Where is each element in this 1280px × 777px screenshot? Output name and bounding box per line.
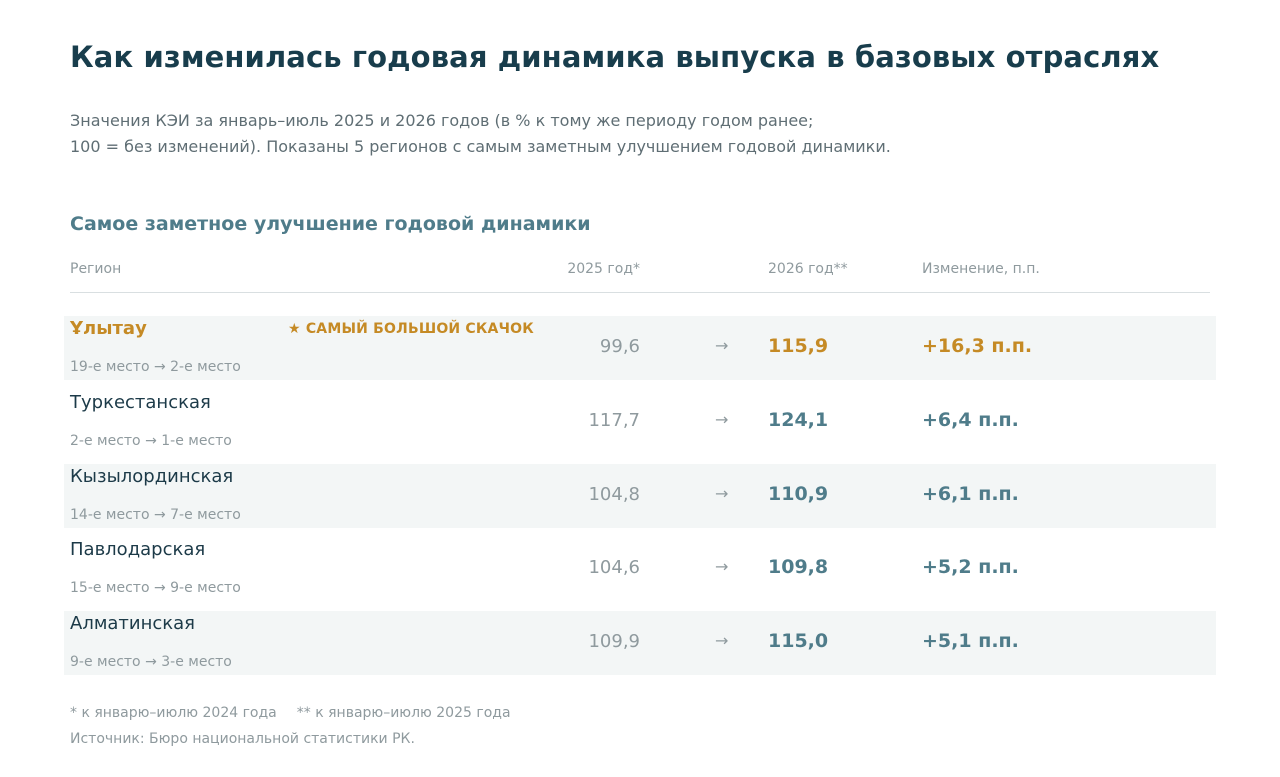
region-name: Ұлытау [70,318,147,339]
arrow-right-icon: → [715,557,729,577]
rank-change: 9-е место → 3-е место [70,654,232,671]
footnotes: * к январю–июлю 2024 года ** к январю–июл… [70,700,511,752]
value-2025: 109,9 [588,631,640,653]
value-change: +5,1 п.п. [922,630,1019,653]
value-2025: 104,6 [588,557,640,579]
value-change: +5,2 п.п. [922,556,1019,579]
arrow-right-icon: → [715,483,729,503]
header-divider [70,292,1210,293]
value-2026: 115,9 [768,335,829,357]
rank-change: 2-е место → 1-е место [70,432,232,449]
rank-change: 19-е место → 2-е место [70,359,241,375]
rank-change: 15-е место → 9-е место [70,580,241,597]
table-row: Ұлытау ★ САМЫЙ БОЛЬШОЙ СКАЧОК 19-е место… [64,316,1216,380]
arrow-right-icon: → [715,409,729,429]
value-2026: 110,9 [768,482,829,505]
column-header-region: Регион [70,261,122,277]
region-name: Павлодарская [70,539,206,561]
arrow-right-icon: → [715,631,729,651]
section-title: Самое заметное улучшение годовой динамик… [70,213,591,235]
arrow-right-icon: → [715,336,729,355]
value-2026: 115,0 [768,630,829,653]
table-row: Павлодарская 15-е место → 9-е место 104,… [64,537,1216,601]
source-note: Источник: Бюро национальной статистики Р… [70,731,415,747]
value-2026: 124,1 [768,408,829,431]
region-name: Кызылординская [70,465,234,487]
column-header-2026: 2026 год** [768,261,848,277]
value-2025: 117,7 [588,409,640,431]
footnote-2026: ** к январю–июлю 2025 года [296,705,511,721]
rank-change: 14-е место → 7-е место [70,506,241,523]
column-header-2025: 2025 год* [567,261,640,277]
top-jump-badge: ★ САМЫЙ БОЛЬШОЙ СКАЧОК [288,321,534,337]
footnote-line: * к январю–июлю 2024 года ** к январю–июл… [70,700,511,726]
page-title: Как изменилась годовая динамика выпуска … [70,40,1160,74]
subtitle-line-2: 100 = без изменений). Показаны 5 регионо… [70,137,891,156]
value-change: +6,4 п.п. [922,408,1019,431]
column-header-change: Изменение, п.п. [922,261,1040,277]
table-row: Алматинская 9-е место → 3-е место 109,9 … [64,611,1216,676]
page-subtitle: Значения КЭИ за январь–июль 2025 и 2026 … [70,108,891,160]
table-body: Ұлытау ★ САМЫЙ БОЛЬШОЙ СКАЧОК 19-е место… [64,316,1216,685]
table-row: Туркестанская 2-е место → 1-е место 117,… [64,390,1216,454]
footnote-2025: * к январю–июлю 2024 года [70,705,277,721]
value-2025: 104,8 [588,483,640,505]
value-2025: 99,6 [599,336,640,357]
table-row: Кызылординская 14-е место → 7-е место 10… [64,463,1216,528]
region-name: Алматинская [70,613,196,635]
region-name: Туркестанская [70,391,211,413]
value-change: +6,1 п.п. [922,482,1019,505]
value-2026: 109,8 [768,556,829,579]
value-change: +16,3 п.п. [922,335,1033,357]
subtitle-line-1: Значения КЭИ за январь–июль 2025 и 2026 … [70,111,814,130]
table-header: Регион 2025 год* 2026 год** Изменение, п… [70,261,1210,281]
